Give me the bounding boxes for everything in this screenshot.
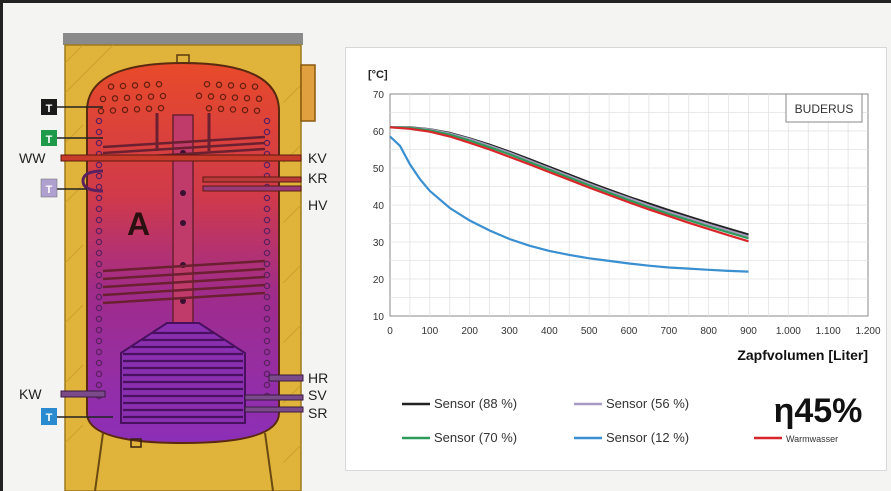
- middle-coil: [102, 259, 266, 305]
- x-tick-label: 1.100: [816, 326, 841, 337]
- hot-water-pipe: [60, 154, 302, 162]
- heating-return-pipe: [268, 374, 304, 382]
- x-tick-label: 200: [461, 326, 478, 337]
- svg-text:T: T: [46, 134, 53, 146]
- wall-dots: [95, 117, 271, 400]
- label-hr: HR: [308, 370, 328, 386]
- label-kv: KV: [308, 150, 327, 166]
- sensor-hook: [81, 169, 104, 193]
- tank-top-cap: [63, 33, 303, 45]
- cold-water-pipe: [60, 390, 106, 398]
- series-line-2: [389, 126, 749, 240]
- legend-label: Sensor (70 %): [434, 430, 517, 445]
- x-tick-label: 600: [621, 326, 638, 337]
- x-tick-label: 500: [581, 326, 598, 337]
- svg-text:T: T: [46, 184, 53, 196]
- tank-leg-right: [264, 432, 274, 491]
- bottom-drain: [130, 438, 142, 448]
- y-tick-label: 20: [373, 275, 385, 286]
- legend-label: Sensor (88 %): [434, 396, 517, 411]
- label-ww: WW: [19, 150, 46, 166]
- brand-label: BUDERUS: [795, 102, 854, 116]
- x-tick-label: 100: [421, 326, 438, 337]
- x-tick-label: 900: [740, 326, 757, 337]
- sensor-tag-1: T: [41, 99, 103, 115]
- series-line-4: [389, 126, 749, 243]
- brand-box: [785, 93, 863, 123]
- solar-return-pipe: [244, 406, 304, 413]
- sensor-tag-4: T: [41, 408, 113, 425]
- x-axis-label: Zapfvolumen [Liter]: [737, 347, 868, 363]
- x-tick-label: 300: [501, 326, 518, 337]
- storage-tank-diagram: A T T T T WW KW KV KR HV HR: [19, 33, 328, 491]
- x-tick-label: 800: [700, 326, 717, 337]
- legend-label: Warmwasser: [786, 434, 838, 444]
- svg-text:T: T: [46, 103, 53, 115]
- label-kw: KW: [19, 386, 42, 402]
- label-hv: HV: [308, 197, 328, 213]
- label-kr: KR: [308, 170, 327, 186]
- y-tick-label: 60: [373, 127, 385, 138]
- solar-flow-pipe: [244, 394, 304, 401]
- solar-coil-windings: [123, 331, 243, 419]
- chart-panel: 10 20 30 40 50 60 70 0 100 200 300 400 500 600 700 800 9…: [345, 47, 887, 471]
- x-tick-label: 1.200: [855, 326, 880, 337]
- label-sr: SR: [308, 405, 327, 421]
- legend-label: Sensor (12 %): [606, 430, 689, 445]
- flow-pipe-hv: [202, 185, 302, 192]
- sensor-tag-2: T: [41, 130, 103, 146]
- x-tick-label: 400: [541, 326, 558, 337]
- zone-label: A: [127, 206, 150, 242]
- y-tick-label: 10: [373, 312, 385, 323]
- svg-text:T: T: [46, 412, 53, 424]
- x-tick-label: 700: [660, 326, 677, 337]
- y-tick-label: 70: [373, 90, 385, 101]
- y-tick-label: 50: [373, 164, 385, 175]
- efficiency-label: η45%: [774, 392, 863, 430]
- series-line-3: [389, 135, 749, 273]
- legend-label: Sensor (56 %): [606, 396, 689, 411]
- y-tick-label: 40: [373, 201, 385, 212]
- y-axis-label: [°C]: [368, 69, 388, 81]
- tank-leg-left: [94, 432, 104, 491]
- heater-box: [300, 64, 316, 122]
- top-coil-dots: [97, 80, 263, 115]
- sensor-tag-3: T: [40, 178, 87, 198]
- return-pipe-kr: [202, 176, 302, 183]
- legend: Sensor (88 %) Sensor (56 %) Sensor (70 %) S…: [402, 396, 838, 445]
- x-tick-label: 0: [387, 326, 393, 337]
- y-tick-label: 30: [373, 238, 385, 249]
- label-sv: SV: [308, 387, 327, 403]
- x-tick-label: 1.000: [776, 326, 801, 337]
- insulation-hatch: [64, 44, 302, 464]
